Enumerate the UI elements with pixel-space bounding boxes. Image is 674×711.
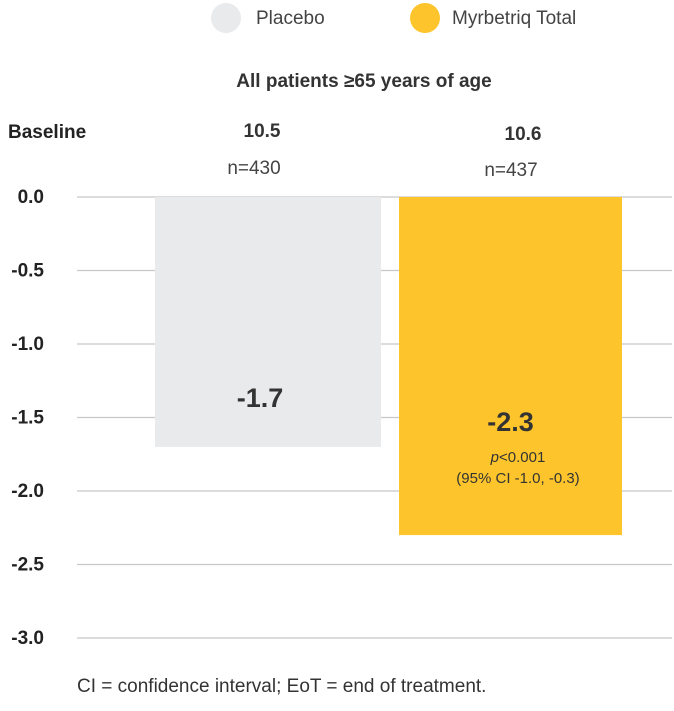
y-tick-label: -2.0 — [11, 481, 44, 502]
bar-value-label: -2.3 — [487, 407, 534, 437]
y-tick-label: -3.0 — [11, 628, 44, 649]
bar-value-label: -1.7 — [237, 383, 284, 413]
bar-placebo — [155, 197, 381, 447]
n-label-placebo: n=430 — [227, 158, 280, 179]
legend-swatch-myrbetriq — [410, 3, 440, 33]
baseline-value-myrbetriq: 10.6 — [505, 124, 542, 145]
legend-swatch-placebo — [211, 3, 241, 33]
p-value-rest: <0.001 — [499, 449, 545, 466]
p-value-italic: p — [490, 449, 499, 466]
n-label-myrbetriq: n=437 — [484, 160, 537, 181]
legend: Placebo Myrbetriq Total — [211, 3, 576, 33]
y-tick-label: -2.5 — [11, 555, 44, 576]
bar-value-labels: -1.7 -2.3 — [237, 383, 534, 437]
bars — [155, 197, 622, 536]
baseline-value-placebo: 10.5 — [244, 121, 281, 142]
y-tick-label: 0.0 — [18, 187, 44, 208]
ci-annotation: (95% CI -1.0, -0.3) — [456, 470, 579, 487]
p-value-annotation: p<0.001 — [490, 449, 546, 466]
y-axis-ticks: 0.0 -0.5 -1.0 -1.5 -2.0 -2.5 -3.0 — [11, 187, 44, 649]
baseline-label: Baseline — [8, 122, 86, 143]
chart-title: All patients ≥65 years of age — [236, 71, 491, 92]
footnote: CI = confidence interval; EoT = end of t… — [77, 676, 487, 697]
bar-myrbetriq — [399, 197, 622, 536]
y-tick-label: -0.5 — [11, 261, 44, 282]
legend-label-myrbetriq: Myrbetriq Total — [452, 8, 576, 29]
legend-label-placebo: Placebo — [256, 8, 325, 29]
y-tick-label: -1.0 — [11, 334, 44, 355]
y-tick-label: -1.5 — [11, 408, 44, 429]
